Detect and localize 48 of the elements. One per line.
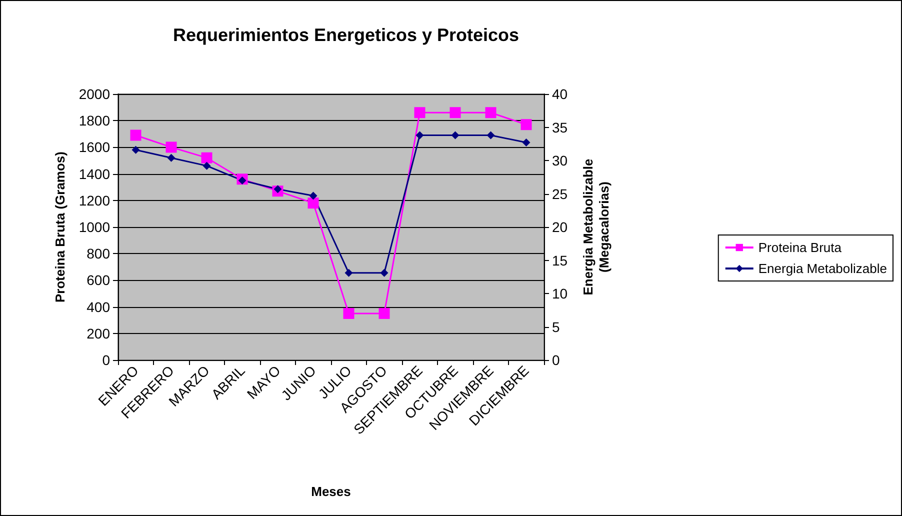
y-tick-label: 2000 xyxy=(78,86,110,102)
point xyxy=(202,162,211,170)
point xyxy=(414,107,426,118)
point xyxy=(380,268,388,277)
y-tick-label: 1400 xyxy=(78,166,110,182)
point xyxy=(238,176,246,184)
point xyxy=(130,130,142,141)
y-tick-label: 800 xyxy=(86,246,110,262)
y2-tick-label: 40 xyxy=(552,86,568,102)
y-tick-label: 0 xyxy=(102,352,110,368)
point xyxy=(485,107,496,118)
y2-tick-label: 35 xyxy=(552,119,568,136)
y-tick-label: 600 xyxy=(86,272,110,288)
y2-tick-label: 20 xyxy=(552,219,568,235)
y-tick-label: 1600 xyxy=(78,139,110,156)
y2-tick-label: 5 xyxy=(552,318,560,335)
point xyxy=(308,198,319,209)
chart-title: Requerimientos Energeticos y Proteicos xyxy=(172,25,520,45)
legend-label: Proteina Bruta xyxy=(758,240,842,255)
point xyxy=(167,154,176,162)
legend-label: Energia Metabolizable xyxy=(758,261,888,276)
y-tick-label: 1800 xyxy=(78,112,110,129)
point xyxy=(201,152,212,164)
point xyxy=(416,131,424,140)
y2-tick-label: 25 xyxy=(552,186,568,202)
y2-axis-title: Energia Metabolizable (Megacalorias) xyxy=(580,158,612,296)
y-tick-label: 400 xyxy=(86,298,110,315)
point xyxy=(520,119,532,130)
x-axis-title: Meses xyxy=(311,484,351,499)
point xyxy=(451,131,460,140)
y-tick-label: 200 xyxy=(86,325,110,342)
point xyxy=(486,131,495,140)
point xyxy=(309,192,318,200)
y2-tick-label: 15 xyxy=(552,252,568,268)
point xyxy=(522,138,530,147)
y2-tick-label: 0 xyxy=(552,352,560,368)
point xyxy=(344,268,353,277)
point xyxy=(274,185,282,194)
y2-tick-label: 10 xyxy=(552,286,568,302)
y-tick-label: 1000 xyxy=(78,219,110,235)
y2-tick-label: 30 xyxy=(552,152,568,168)
y-axis-title: Proteina Bruta (Gramos) xyxy=(52,152,68,302)
point xyxy=(132,146,140,154)
point xyxy=(166,142,177,153)
y-tick-label: 1200 xyxy=(78,192,110,208)
point xyxy=(378,308,390,319)
point xyxy=(343,308,354,319)
point xyxy=(450,107,461,118)
